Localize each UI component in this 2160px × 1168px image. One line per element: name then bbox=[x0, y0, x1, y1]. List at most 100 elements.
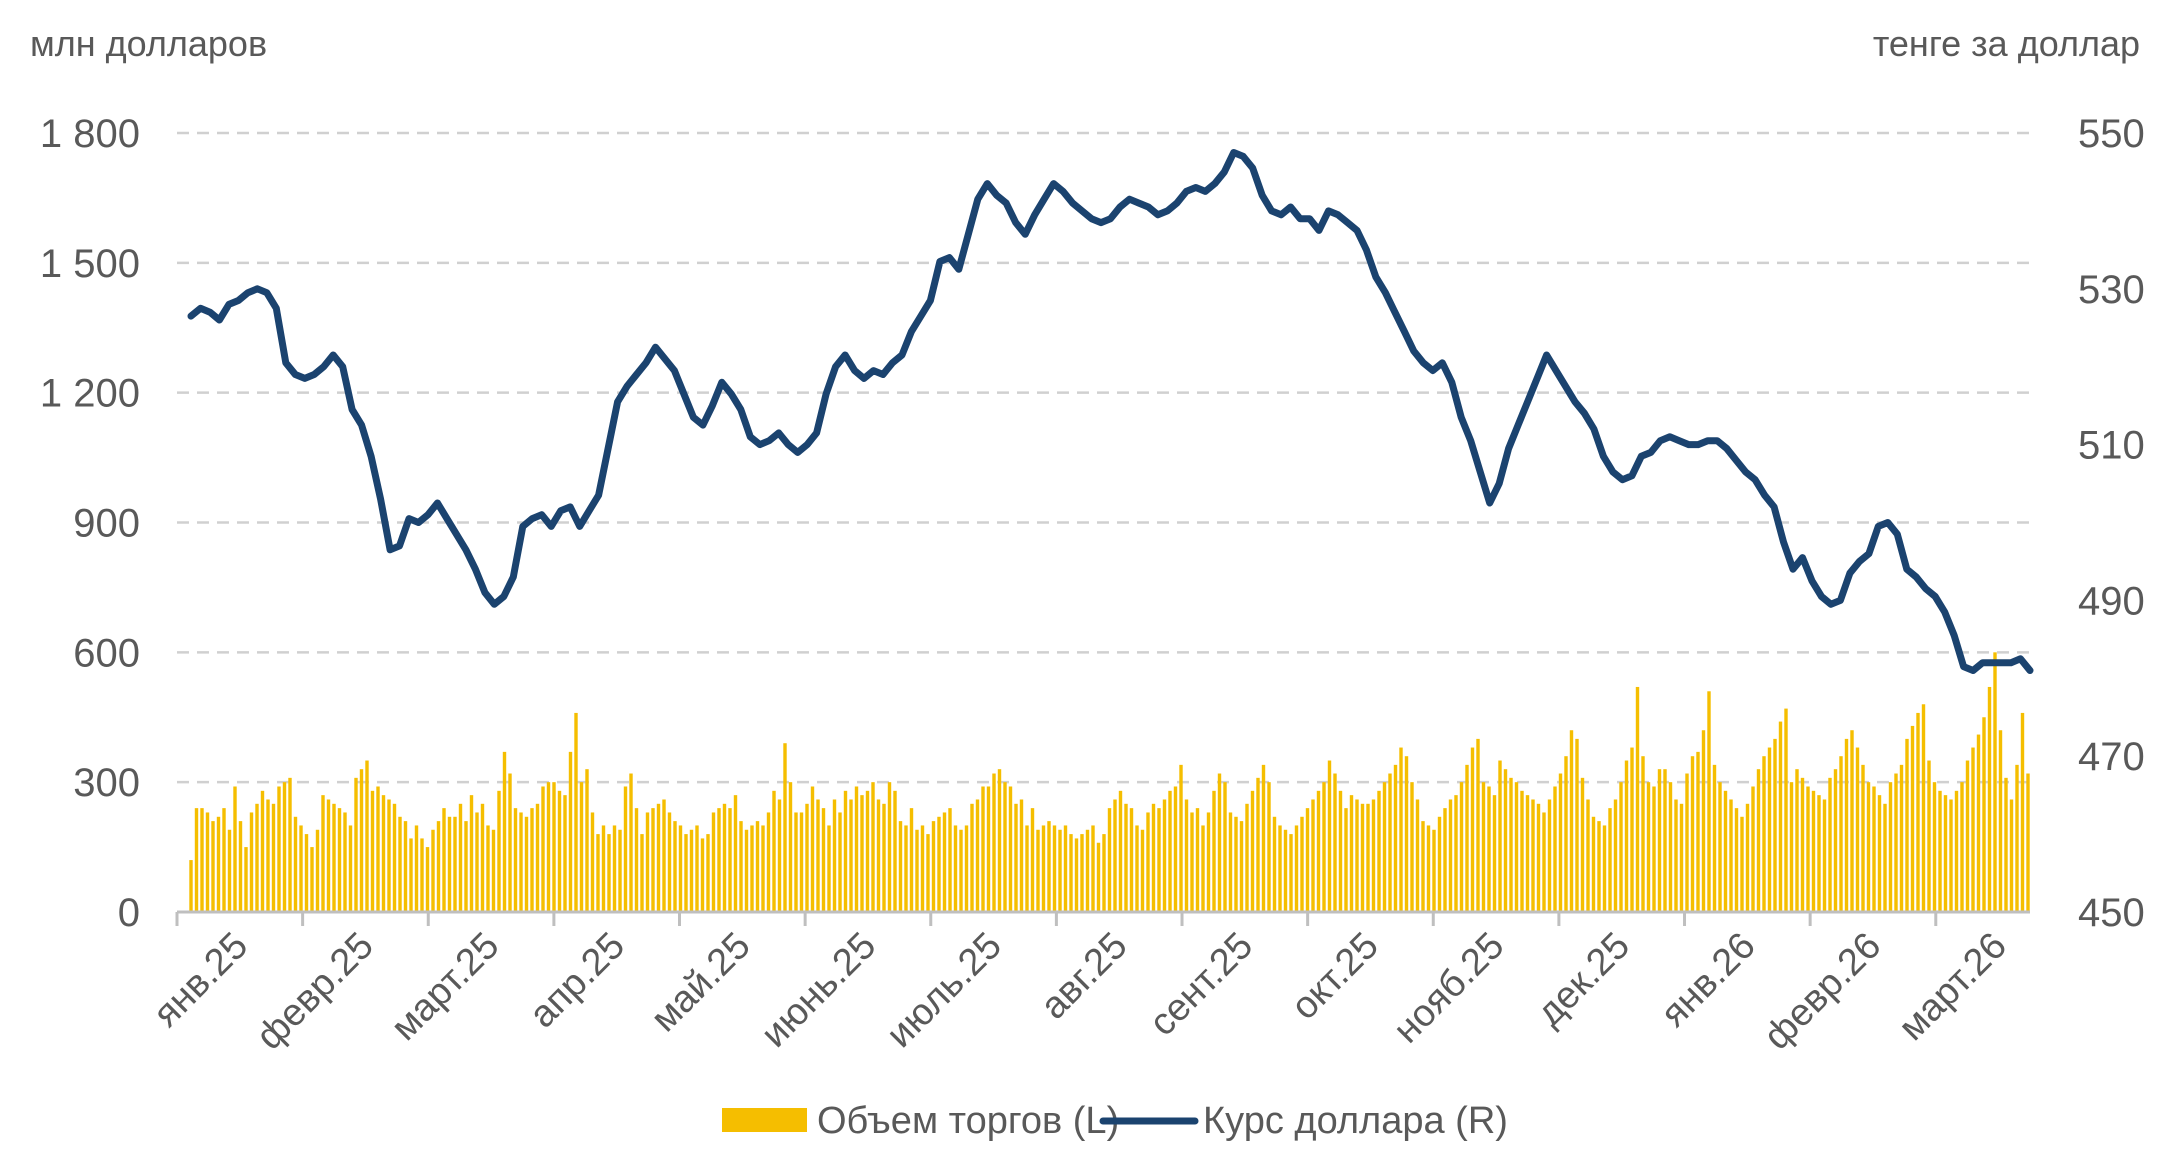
volume-bar bbox=[376, 786, 380, 912]
volume-bar bbox=[1806, 786, 1810, 912]
volume-bar bbox=[1652, 786, 1656, 912]
volume-bar bbox=[447, 816, 452, 912]
volume-bar bbox=[1371, 799, 1376, 912]
x-tick-label: февр.26 bbox=[1756, 925, 1889, 1058]
volume-bar bbox=[1206, 812, 1211, 912]
volume-bar bbox=[887, 782, 892, 912]
volume-bar bbox=[403, 821, 408, 912]
volume-bar bbox=[1784, 708, 1788, 912]
volume-bar bbox=[359, 769, 364, 912]
volume-bar bbox=[1564, 756, 1568, 912]
volume-bar bbox=[458, 803, 463, 912]
volume-bar bbox=[1338, 790, 1343, 912]
volume-bar bbox=[1404, 756, 1409, 912]
volume-bar bbox=[1465, 764, 1469, 912]
volume-bar bbox=[788, 782, 793, 912]
volume-bar bbox=[469, 795, 474, 912]
volume-bar bbox=[1866, 782, 1871, 912]
volume-bar bbox=[398, 816, 402, 912]
volume-bar bbox=[1960, 782, 1964, 912]
volume-bar bbox=[799, 812, 804, 912]
volume-bar bbox=[1641, 756, 1645, 912]
volume-bar bbox=[997, 769, 1002, 912]
volume-bar bbox=[915, 829, 919, 912]
volume-bar bbox=[926, 834, 930, 912]
volume-bar bbox=[1987, 686, 1992, 912]
volume-bar bbox=[607, 834, 611, 912]
volume-bar bbox=[1943, 795, 1948, 912]
volume-bar bbox=[1168, 790, 1172, 912]
volume-bar bbox=[645, 812, 650, 912]
volume-bar bbox=[546, 782, 551, 912]
volume-bar bbox=[1058, 829, 1062, 912]
volume-bar bbox=[838, 812, 842, 912]
volume-bar bbox=[1201, 825, 1205, 912]
volume-bar bbox=[425, 847, 430, 912]
volume-bar bbox=[310, 847, 314, 912]
volume-bar bbox=[1245, 803, 1249, 912]
volume-bar bbox=[1591, 816, 1596, 912]
volume-bar bbox=[1476, 738, 1480, 912]
volume-bar bbox=[1586, 799, 1590, 912]
left-tick-label: 900 bbox=[73, 502, 140, 546]
volume-bar bbox=[678, 825, 683, 912]
volume-bar bbox=[871, 782, 875, 912]
exchange-rate-line bbox=[187, 149, 2034, 674]
volume-bar bbox=[766, 812, 771, 912]
volume-bar bbox=[2004, 777, 2008, 912]
volume-bar bbox=[524, 816, 529, 912]
volume-bar bbox=[1096, 842, 1101, 912]
x-tick-label: нояб.25 bbox=[1386, 925, 1513, 1052]
volume-bar bbox=[1234, 816, 1238, 912]
volume-bar bbox=[1140, 829, 1145, 912]
volume-bar bbox=[893, 790, 897, 912]
volume-bar bbox=[1190, 812, 1194, 912]
volume-bar bbox=[1932, 782, 1937, 912]
volume-bar bbox=[1184, 799, 1189, 912]
volume-bar bbox=[1608, 808, 1612, 912]
volume-bar bbox=[233, 786, 237, 912]
volume-bar bbox=[920, 825, 925, 912]
volume-bar bbox=[238, 821, 243, 912]
volume-bar bbox=[1503, 769, 1508, 912]
x-tick-label: дек.25 bbox=[1529, 925, 1638, 1034]
volume-bar bbox=[1113, 799, 1117, 912]
volume-bar bbox=[1333, 773, 1337, 912]
exchange-rate-line-layer bbox=[187, 149, 2034, 674]
volume-bar bbox=[1635, 686, 1640, 912]
volume-bar bbox=[986, 786, 991, 912]
volume-bar bbox=[1861, 764, 1865, 912]
volume-bar bbox=[1492, 795, 1497, 912]
volume-bar bbox=[1729, 799, 1733, 912]
volume-bar bbox=[1536, 803, 1541, 912]
volume-bar bbox=[266, 799, 270, 912]
volume-bar bbox=[1360, 803, 1365, 912]
volume-bar bbox=[2015, 764, 2019, 912]
volume-bar bbox=[964, 825, 969, 912]
volume-bar bbox=[662, 799, 666, 912]
volume-bar bbox=[1322, 782, 1326, 912]
volume-bar bbox=[2020, 712, 2025, 912]
volume-bar bbox=[733, 795, 738, 912]
volume-bar bbox=[585, 769, 589, 912]
x-tick-label: апр.25 bbox=[522, 925, 633, 1036]
volume-bar bbox=[1278, 825, 1282, 912]
volume-bar bbox=[1157, 808, 1161, 912]
volume-bar bbox=[1454, 795, 1458, 912]
volume-bar bbox=[1602, 825, 1607, 912]
volume-bar bbox=[348, 825, 353, 912]
volume-bar bbox=[304, 834, 309, 912]
volume-bar bbox=[1778, 721, 1783, 912]
x-tick-label: окт.25 bbox=[1283, 925, 1386, 1028]
volume-bar bbox=[431, 829, 435, 912]
volume-bar bbox=[260, 790, 265, 912]
volume-bar bbox=[1696, 751, 1700, 912]
volume-bar bbox=[1470, 747, 1475, 912]
volume-bar bbox=[1575, 738, 1579, 912]
volume-bar bbox=[552, 782, 556, 912]
volume-bar bbox=[343, 812, 347, 912]
volume-bar bbox=[1679, 803, 1684, 912]
volume-bar bbox=[612, 825, 617, 912]
volume-bar bbox=[568, 751, 573, 912]
volume-bar bbox=[535, 803, 540, 912]
